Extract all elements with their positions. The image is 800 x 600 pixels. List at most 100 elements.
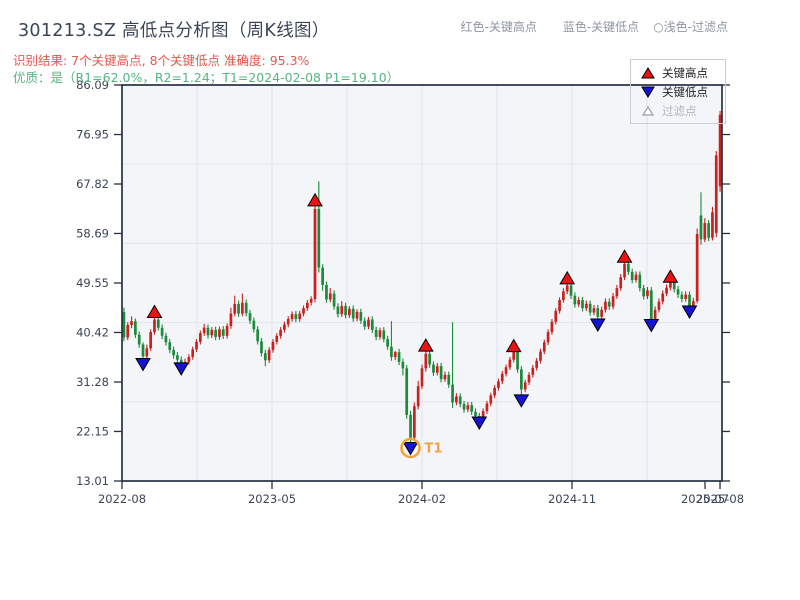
candle-body: [669, 281, 672, 288]
candle-body: [584, 303, 588, 309]
axis-ticks: [114, 84, 730, 489]
candle-body: [359, 311, 363, 321]
candle-body: [344, 306, 347, 316]
candle-body: [565, 285, 569, 292]
candle-body: [458, 396, 462, 405]
candle-body: [493, 387, 496, 396]
candle-body: [642, 288, 646, 297]
key-high-marker: [307, 192, 323, 207]
candle-body: [638, 274, 642, 289]
candle-body: [145, 348, 149, 357]
candle-body: [206, 327, 210, 336]
candle-body: [279, 329, 282, 336]
t1-ring: [400, 437, 421, 459]
key-low-marker: [513, 394, 530, 408]
candle-body: [218, 329, 221, 337]
candle-body: [695, 233, 699, 302]
candle-body: [413, 406, 416, 438]
candle-body: [596, 308, 600, 317]
x-tick-label: 2025-08: [696, 492, 744, 506]
candle-body: [286, 319, 290, 325]
candle-body: [451, 384, 454, 403]
candle-body: [699, 215, 703, 240]
key-low-marker: [135, 358, 151, 372]
candle-body: [439, 366, 443, 380]
candle-body: [176, 355, 179, 360]
candle-body: [153, 319, 156, 333]
candle-body: [198, 333, 202, 342]
candle-body: [382, 330, 386, 340]
candle-body: [627, 263, 630, 272]
candle-body: [634, 274, 638, 281]
candle-body: [325, 284, 328, 300]
candle-body: [680, 294, 684, 299]
candle-body: [550, 321, 554, 333]
candle-body: [252, 320, 256, 330]
key-high-marker: [505, 338, 522, 353]
key-low-marker: [643, 318, 660, 333]
candle-body: [309, 298, 313, 303]
candle-body: [512, 351, 516, 360]
candle-body: [619, 277, 623, 289]
legend-label-key-low: 关键低点: [662, 84, 708, 99]
candle-body: [691, 301, 695, 307]
candle-body: [244, 302, 248, 314]
x-axis-labels: 2022-08 2023-05 2024-02 2024-11 2025-072025-…: [98, 492, 744, 506]
chart-legend: 关键高点 关键低点 过滤点: [630, 59, 726, 124]
candle-body: [504, 367, 508, 374]
candle-body: [657, 301, 661, 310]
legend-row-key-low: 关键低点: [641, 83, 725, 101]
candle-body: [378, 330, 382, 337]
candle-body: [126, 324, 130, 338]
outline-triangle-icon: [641, 105, 655, 116]
legend-row-filtered: 过滤点: [641, 102, 725, 120]
candle-body: [562, 291, 565, 301]
candle-body: [466, 405, 470, 410]
candle-body: [443, 374, 447, 380]
color-key-note: 红色-关键高点 蓝色-关键低点 ○浅色-过滤点: [461, 18, 729, 35]
candle-body: [214, 329, 217, 337]
candle-body: [313, 209, 317, 299]
candle-body: [294, 314, 298, 320]
candle-body: [164, 335, 168, 343]
candle-body: [688, 294, 691, 307]
candle-body: [367, 319, 370, 327]
candle-body: [336, 306, 340, 315]
key-low-marker: [173, 362, 190, 376]
candle-body: [302, 308, 305, 314]
quality-line: 优质：是（R1=62.0%，R2=1.24；T1=2024-02-08 P1=1…: [13, 70, 400, 85]
candle-body: [340, 306, 344, 315]
candle-body: [141, 344, 145, 357]
candle-body: [210, 329, 214, 336]
candle-body: [573, 295, 577, 305]
candle-body: [275, 335, 279, 342]
candle-body: [539, 351, 542, 361]
candle-body: [332, 293, 336, 307]
candle-body: [500, 373, 504, 382]
candle-body: [554, 310, 558, 322]
y-tick-label: 76.95: [76, 128, 109, 142]
candle-body: [615, 288, 619, 297]
candle-body: [714, 155, 718, 233]
x-tick-label: 2024-02: [398, 492, 446, 506]
candle-body: [248, 313, 252, 321]
x-tick-label: 2025-07: [681, 492, 729, 506]
candle-body: [607, 301, 611, 307]
legend-row-key-high: 关键高点: [641, 64, 725, 82]
key-point-markers: [135, 192, 698, 456]
t1-label: T1: [425, 442, 443, 457]
candle-body: [470, 405, 474, 412]
candle-body: [424, 353, 428, 369]
candle-body: [455, 396, 458, 403]
candle-body: [649, 290, 653, 321]
legend-label-key-high: 关键高点: [662, 65, 708, 80]
candle-body: [351, 308, 355, 319]
candle-body: [600, 309, 603, 317]
candle-body: [191, 349, 195, 357]
candle-body: [172, 349, 175, 356]
candle-body: [321, 267, 324, 285]
red-up-triangle-icon: [641, 66, 655, 78]
candle-body: [225, 326, 229, 336]
candle-body: [328, 293, 332, 300]
candle-body: [577, 300, 581, 305]
